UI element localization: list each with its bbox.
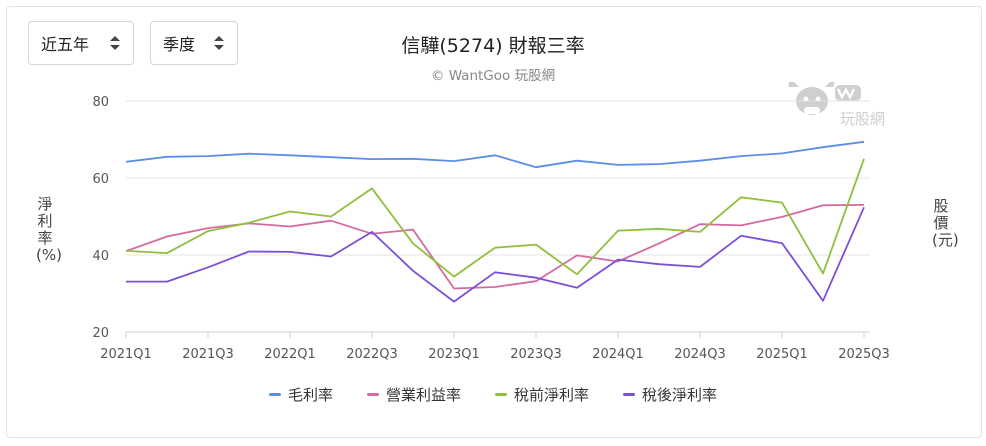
chart-legend: 毛利率 營業利益率 稅前淨利率 稅後淨利率	[0, 384, 986, 405]
frequency-select-label: 季度	[163, 35, 196, 54]
frequency-select[interactable]: 季度	[150, 21, 238, 65]
x-tick-label: 2021Q1	[100, 347, 152, 362]
legend-label: 營業利益率	[385, 386, 461, 404]
legend-label: 稅前淨利率	[514, 386, 590, 404]
series-line-1	[125, 140, 865, 169]
series-line-2	[125, 204, 865, 290]
x-tick-label: 2021Q3	[182, 347, 234, 362]
y-tick-label: 20	[92, 326, 109, 341]
x-tick-label: 2023Q1	[428, 347, 480, 362]
up-down-caret-icon	[110, 36, 120, 50]
y-tick-label: 80	[92, 95, 109, 110]
chart-card	[6, 6, 982, 438]
y-tick-label: 40	[92, 249, 109, 264]
y-axis-left-label: 淨利率(%)	[36, 195, 62, 264]
x-tick-label: 2025Q1	[756, 347, 808, 362]
legend-item-1[interactable]: 毛利率	[268, 384, 333, 405]
y-axis-left-label-text: 淨利率(%)	[36, 195, 62, 264]
x-tick-label: 2022Q1	[264, 347, 316, 362]
y-tick-label: 60	[92, 172, 109, 187]
watermark-text: 玩股網	[840, 110, 885, 127]
legend-label: 毛利率	[287, 386, 333, 404]
legend-item-2[interactable]: 營業利益率	[366, 384, 461, 405]
x-tick-label: 2022Q3	[346, 347, 398, 362]
chart-title: 信驊(5274) 財報三率	[401, 35, 585, 57]
legend-swatch	[366, 393, 379, 396]
legend-item-3[interactable]: 稅前淨利率	[495, 384, 589, 405]
chart-credit: © WantGoo 玩股網	[430, 68, 556, 84]
series-line-4	[126, 206, 865, 303]
y-axis-right-label-text: 股價(元)	[932, 197, 959, 249]
series-line-3	[125, 158, 865, 278]
up-down-caret-icon	[214, 36, 224, 50]
legend-swatch	[623, 393, 636, 396]
period-select[interactable]: 近五年	[28, 21, 134, 65]
x-tick-label: 2025Q3	[838, 347, 890, 362]
y-axis-right-label: 股價(元)	[932, 197, 959, 249]
legend-item-4[interactable]: 稅後淨利率	[623, 384, 717, 405]
legend-swatch	[268, 393, 281, 396]
x-tick-label: 2024Q1	[592, 347, 644, 362]
legend-label: 稅後淨利率	[642, 386, 718, 404]
x-tick-label: 2023Q3	[510, 347, 562, 362]
x-tick-label: 2024Q3	[674, 347, 726, 362]
period-select-label: 近五年	[41, 35, 90, 54]
legend-swatch	[495, 393, 507, 396]
